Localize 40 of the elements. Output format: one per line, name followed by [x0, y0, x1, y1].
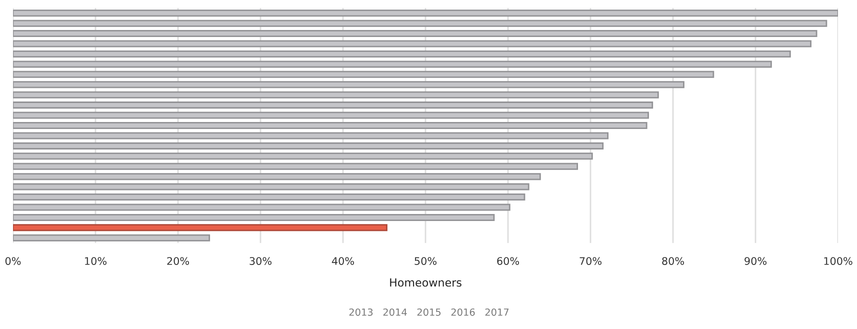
text: 2016: [451, 308, 475, 316]
bar: [13, 204, 510, 211]
x-tick-label: 50%: [414, 257, 436, 265]
bar: [13, 142, 604, 150]
bar: [13, 50, 791, 58]
bar: [13, 194, 526, 201]
bar: [13, 102, 654, 109]
bar: [13, 122, 648, 130]
bar: [13, 20, 828, 27]
bar: [13, 30, 818, 38]
text: 2015: [417, 308, 441, 316]
text: 2017: [485, 308, 509, 316]
bar: [13, 214, 495, 221]
bar: [13, 91, 659, 98]
x-tick-label: 10%: [85, 257, 106, 265]
bar: [13, 10, 838, 17]
x-tick-label: 0%: [5, 257, 21, 265]
bar: [13, 173, 541, 180]
bar: [13, 224, 388, 232]
x-axis-title: Homeowners: [390, 278, 462, 287]
bar: [13, 112, 649, 119]
bar: [13, 70, 714, 78]
bar: [13, 234, 210, 242]
x-tick-label: 60%: [497, 257, 519, 265]
bar: [13, 40, 812, 48]
text: 2014: [383, 308, 407, 316]
x-tick-label: 20%: [167, 257, 189, 265]
text: 2013: [349, 308, 373, 316]
bar: [13, 183, 530, 190]
x-tick-label: 70%: [580, 257, 602, 265]
bar: [13, 152, 593, 160]
x-tick-label: 30%: [250, 257, 272, 265]
bar: [13, 60, 772, 68]
x-tick-label: 90%: [744, 257, 766, 265]
x-tick-label: 40%: [332, 257, 354, 265]
x-tick-label: 100%: [824, 257, 852, 265]
bar: [13, 81, 684, 88]
bar: [13, 132, 609, 140]
bar: [13, 162, 578, 170]
x-tick-label: 80%: [662, 257, 684, 265]
